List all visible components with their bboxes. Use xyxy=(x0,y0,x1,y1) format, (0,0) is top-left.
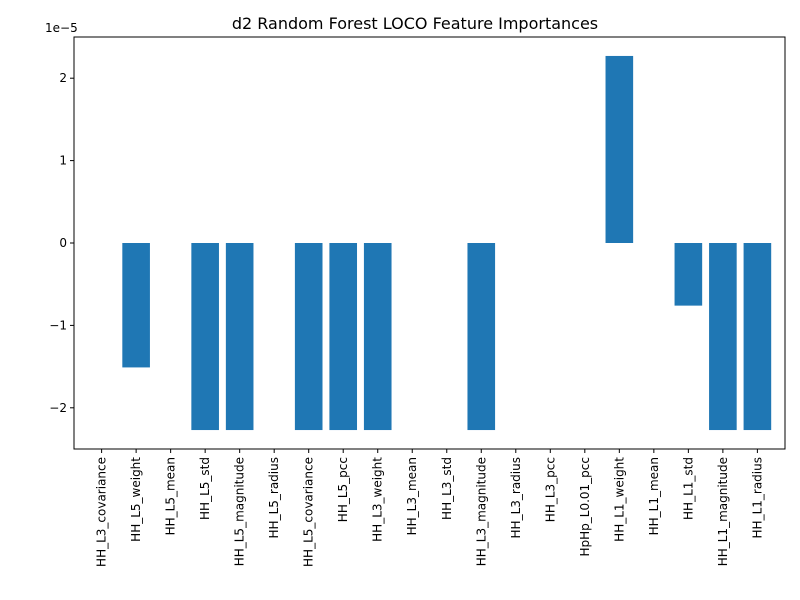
x-tick-label: HH_L3_pcc xyxy=(543,457,557,522)
y-tick-label: 2 xyxy=(59,71,67,85)
x-tick-label: HH_L5_weight xyxy=(129,457,143,542)
bar-HH_L1_weight xyxy=(605,55,634,244)
chart-title: d2 Random Forest LOCO Feature Importance… xyxy=(232,14,598,33)
x-tick-label: HH_L3_std xyxy=(440,457,454,520)
x-tick-label: HH_L1_weight xyxy=(612,457,626,542)
bar-HH_L5_std xyxy=(191,243,219,431)
plot-area-frame xyxy=(73,36,786,450)
bar-HH_L1_std xyxy=(674,243,703,306)
x-tick-label: HH_L5_pcc xyxy=(336,457,350,522)
x-tick-label: HH_L1_mean xyxy=(647,457,661,535)
bar-HH_L3_weight xyxy=(363,243,392,431)
x-tick-label: HH_L5_covariance xyxy=(302,457,316,567)
x-tick-label: HpHp_L0.01_pcc xyxy=(578,457,592,557)
x-tick-label: HH_L1_magnitude xyxy=(716,457,730,566)
x-tick-label: HH_L5_magnitude xyxy=(233,457,247,566)
x-tick-label: HH_L5_mean xyxy=(164,457,178,535)
x-tick-label: HH_L5_std xyxy=(198,457,212,520)
bar-HH_L1_radius xyxy=(743,243,772,431)
bar-HH_L5_pcc xyxy=(329,243,358,431)
x-tick-label: HH_L5_radius xyxy=(267,457,281,538)
x-tick-label: HH_L3_weight xyxy=(371,457,385,542)
bar-HH_L1_magnitude xyxy=(709,243,737,431)
y-tick-label: −1 xyxy=(49,318,67,332)
x-tick-label: HH_L3_radius xyxy=(509,457,523,538)
bar-HH_L3_magnitude xyxy=(467,243,496,431)
x-tick-label: HH_L1_std xyxy=(681,457,695,520)
y-tick-label: 1 xyxy=(59,154,67,168)
y-axis-ticks: −2 −1 0 1 2 xyxy=(49,71,74,415)
x-axis-ticks: HH_L3_covariance HH_L5_weight HH_L5_mean HH… xyxy=(95,449,764,567)
x-tick-label: HH_L3_magnitude xyxy=(474,457,488,566)
x-tick-label: HH_L3_mean xyxy=(405,457,419,535)
bar-HH_L5_magnitude xyxy=(225,243,254,431)
x-tick-label: HH_L3_covariance xyxy=(95,457,109,567)
y-axis-scale-label: 1e−5 xyxy=(45,21,78,35)
bar-HH_L5_weight xyxy=(122,243,150,368)
bar-HH_L5_covariance xyxy=(294,243,323,431)
bars-group xyxy=(122,55,772,431)
x-tick-label: HH_L1_radius xyxy=(750,457,764,538)
y-tick-label: 0 xyxy=(59,236,67,250)
y-tick-label: −2 xyxy=(49,401,67,415)
